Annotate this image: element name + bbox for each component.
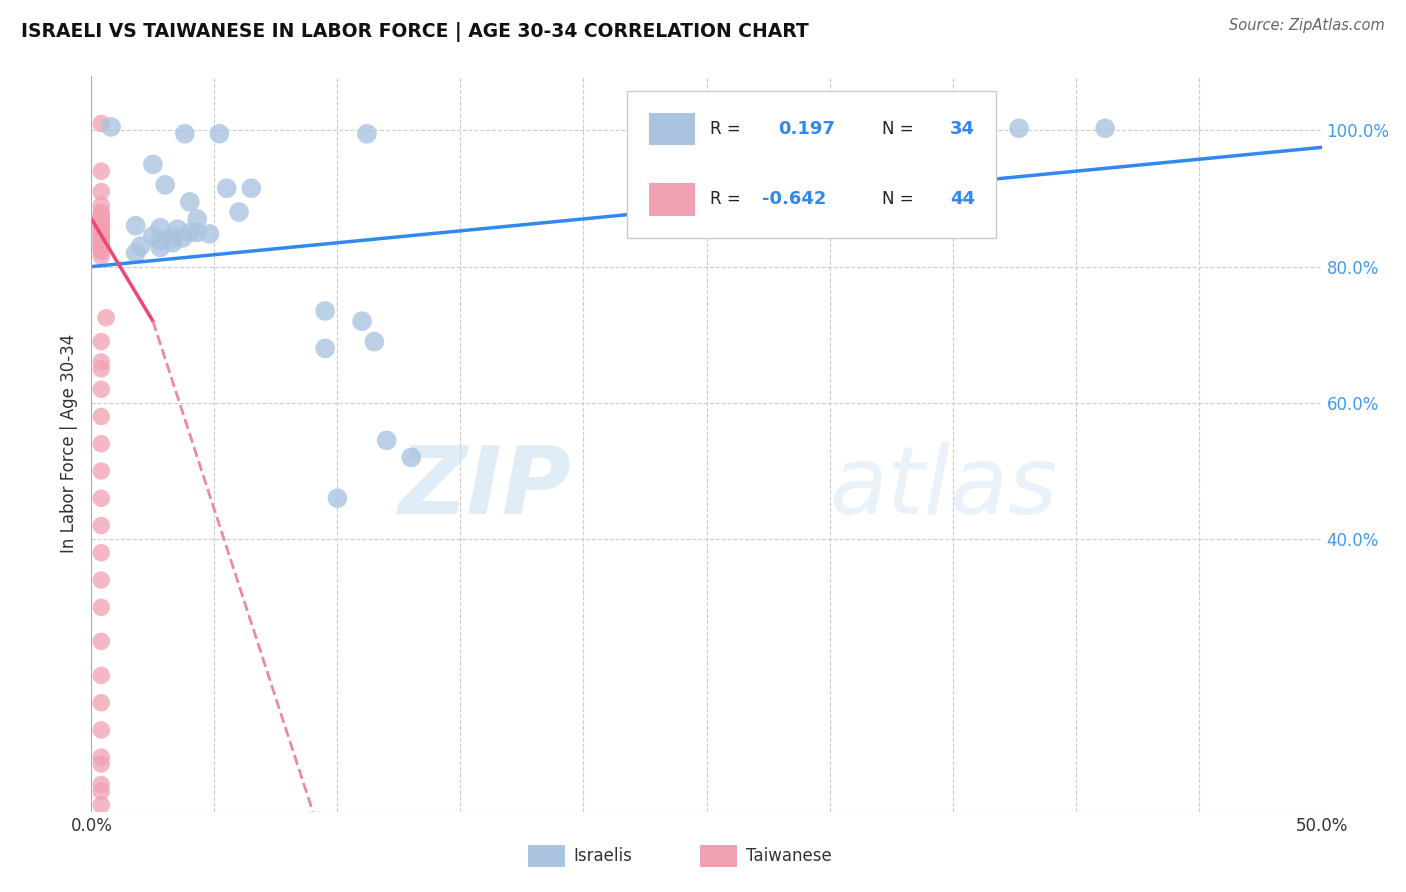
- Point: [90, 205, 112, 219]
- Bar: [700, 845, 737, 867]
- Point: [352, 314, 374, 328]
- Point: [172, 231, 194, 245]
- Point: [363, 334, 385, 349]
- Point: [356, 127, 378, 141]
- Point: [186, 211, 208, 226]
- Point: [149, 220, 172, 235]
- Point: [90, 235, 112, 250]
- Point: [208, 127, 231, 141]
- Point: [326, 491, 349, 506]
- Point: [90, 491, 112, 506]
- Point: [90, 757, 112, 772]
- Point: [90, 209, 112, 223]
- Point: [124, 219, 146, 233]
- Point: [100, 120, 122, 134]
- Point: [90, 334, 112, 349]
- Point: [90, 436, 112, 450]
- Point: [1008, 121, 1031, 136]
- Point: [90, 546, 112, 560]
- Text: R =: R =: [710, 120, 741, 137]
- Point: [90, 361, 112, 376]
- Point: [90, 573, 112, 587]
- Y-axis label: In Labor Force | Age 30-34: In Labor Force | Age 30-34: [59, 334, 77, 553]
- Point: [399, 450, 422, 465]
- Point: [90, 220, 112, 235]
- Point: [90, 249, 112, 263]
- Point: [90, 464, 112, 478]
- Point: [90, 214, 112, 228]
- Text: Taiwanese: Taiwanese: [745, 847, 831, 865]
- Point: [124, 246, 146, 260]
- Point: [1094, 121, 1116, 136]
- Text: 0.197: 0.197: [778, 120, 835, 137]
- Point: [90, 237, 112, 252]
- Point: [228, 205, 250, 219]
- Point: [90, 164, 112, 178]
- Point: [142, 157, 165, 171]
- Point: [90, 218, 112, 232]
- Point: [90, 784, 112, 798]
- Text: ISRAELI VS TAIWANESE IN LABOR FORCE | AGE 30-34 CORRELATION CHART: ISRAELI VS TAIWANESE IN LABOR FORCE | AG…: [21, 22, 808, 42]
- Point: [129, 239, 152, 253]
- Point: [186, 226, 208, 240]
- Point: [90, 116, 112, 130]
- Text: N =: N =: [883, 191, 914, 209]
- Point: [96, 310, 117, 325]
- Point: [90, 243, 112, 257]
- Point: [90, 600, 112, 615]
- Point: [90, 234, 112, 248]
- Bar: [648, 183, 696, 216]
- Point: [314, 342, 336, 356]
- Text: ZIP: ZIP: [398, 442, 571, 534]
- Point: [90, 797, 112, 812]
- Point: [90, 750, 112, 764]
- Point: [90, 382, 112, 396]
- Point: [149, 234, 172, 248]
- Point: [90, 222, 112, 236]
- Point: [179, 194, 201, 209]
- Bar: [529, 845, 565, 867]
- Point: [153, 178, 177, 192]
- Text: N =: N =: [883, 120, 914, 137]
- Text: R =: R =: [710, 191, 741, 209]
- Text: 44: 44: [950, 191, 976, 209]
- Text: Source: ZipAtlas.com: Source: ZipAtlas.com: [1229, 18, 1385, 33]
- Point: [240, 181, 263, 195]
- Text: atlas: atlas: [830, 442, 1057, 533]
- Point: [179, 226, 201, 240]
- Point: [90, 634, 112, 648]
- Bar: [648, 112, 696, 145]
- Point: [174, 127, 197, 141]
- Point: [166, 222, 188, 236]
- Point: [162, 235, 184, 250]
- Point: [162, 230, 184, 244]
- Point: [90, 244, 112, 259]
- Point: [90, 696, 112, 710]
- Point: [90, 409, 112, 424]
- Point: [90, 777, 112, 791]
- Point: [90, 723, 112, 737]
- Text: Israelis: Israelis: [574, 847, 633, 865]
- Point: [90, 227, 112, 241]
- Point: [90, 231, 112, 245]
- Point: [90, 668, 112, 682]
- Point: [90, 355, 112, 369]
- Point: [90, 185, 112, 199]
- Text: -0.642: -0.642: [762, 191, 827, 209]
- FancyBboxPatch shape: [627, 91, 995, 238]
- Point: [90, 229, 112, 244]
- Point: [215, 181, 238, 195]
- Point: [375, 434, 398, 448]
- Point: [90, 198, 112, 212]
- Point: [90, 518, 112, 533]
- Point: [314, 304, 336, 318]
- Text: 34: 34: [950, 120, 976, 137]
- Point: [90, 241, 112, 255]
- Point: [142, 229, 165, 244]
- Point: [90, 211, 112, 226]
- Point: [90, 225, 112, 239]
- Point: [198, 227, 221, 241]
- Point: [149, 241, 172, 255]
